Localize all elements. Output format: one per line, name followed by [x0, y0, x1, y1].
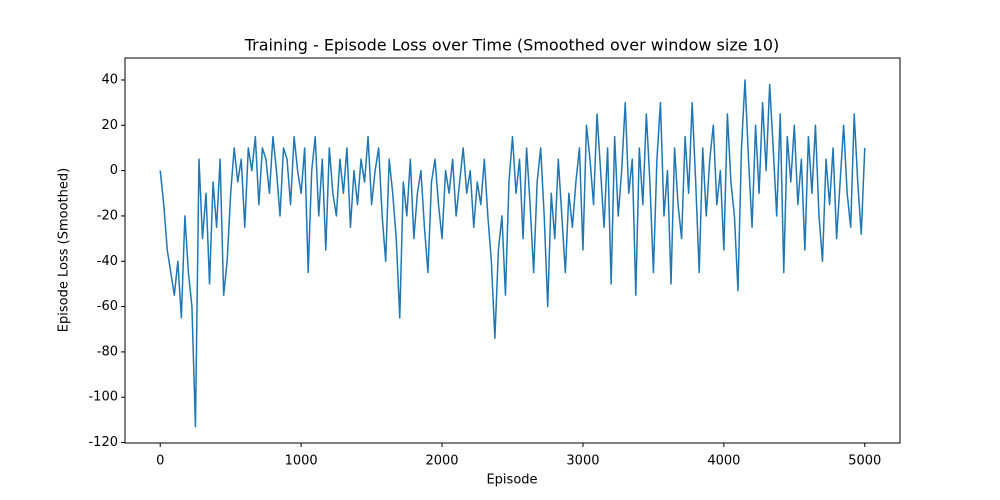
- x-tick-label: 3000: [566, 454, 599, 469]
- y-tick-label: 0: [110, 163, 118, 178]
- y-tick-label: -40: [97, 254, 118, 269]
- y-tick-label: -80: [97, 344, 118, 359]
- x-tick-label: 0: [156, 454, 164, 469]
- x-axis-label: Episode: [486, 473, 537, 488]
- plot-frame: [124, 57, 901, 444]
- y-axis-label: Episode Loss (Smoothed): [57, 168, 72, 332]
- x-tick-label: 2000: [425, 454, 458, 469]
- x-tick-label: 1000: [285, 454, 318, 469]
- loss-line: [159, 79, 866, 428]
- y-tick-label: -120: [88, 435, 118, 450]
- x-tick-label: 4000: [707, 454, 740, 469]
- y-tick-label: -20: [97, 208, 118, 223]
- x-tick-label: 5000: [848, 454, 881, 469]
- y-tick-label: 40: [101, 72, 118, 87]
- y-tick-label: -60: [97, 299, 118, 314]
- y-tick-label: 20: [101, 118, 118, 133]
- y-tick-label: -100: [88, 390, 118, 405]
- chart-title: Training - Episode Loss over Time (Smoot…: [244, 36, 780, 55]
